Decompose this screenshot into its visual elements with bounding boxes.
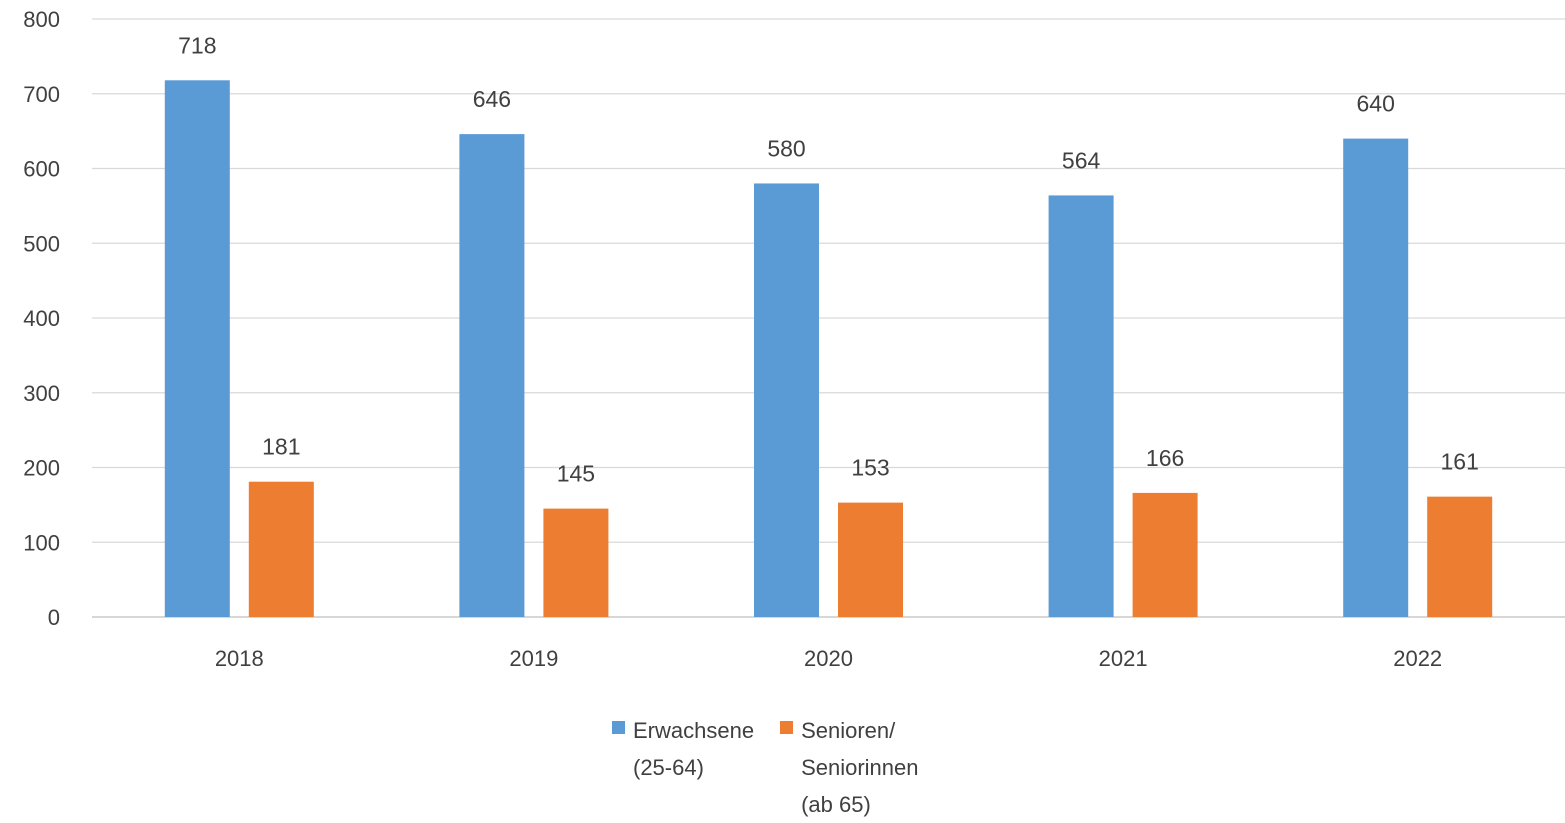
bar-2020-series-1 (838, 502, 903, 617)
x-tick-label-2019: 2019 (509, 646, 558, 671)
data-label-2018-series-1: 181 (262, 434, 300, 460)
x-axis-tick-labels: 2018 2019 2020 2021 2022 (215, 646, 1442, 671)
bar-2021-series-0 (1048, 195, 1114, 617)
bar-2019-series-0 (459, 134, 525, 618)
bar-2022-series-0 (1343, 138, 1409, 617)
data-label-2022-series-1: 161 (1441, 449, 1479, 475)
bar-2022-series-1 (1427, 496, 1493, 617)
bar-chart: 0 100 200 300 400 500 600 700 800 718 181 646 145 58… (23, 7, 1565, 671)
x-tick-label-2020: 2020 (804, 646, 853, 671)
y-tick-label-300: 300 (23, 381, 60, 406)
legend-swatch-erwachsene (612, 721, 625, 734)
legend-item-senioren: Senioren/ Seniorinnen (ab 65) (780, 712, 919, 823)
legend-label-senioren: Senioren/ Seniorinnen (ab 65) (801, 718, 919, 817)
bar-2021-series-1 (1132, 492, 1198, 617)
data-label-2022-series-0: 640 (1357, 91, 1395, 117)
bars (164, 80, 1493, 618)
y-tick-label-500: 500 (23, 231, 60, 256)
y-tick-label-600: 600 (23, 157, 60, 182)
y-axis-tick-labels: 0 100 200 300 400 500 600 700 800 (23, 7, 60, 630)
data-label-2019-series-0: 646 (473, 86, 511, 112)
data-label-2021-series-1: 166 (1146, 445, 1184, 471)
x-tick-label-2021: 2021 (1099, 646, 1148, 671)
y-tick-label-200: 200 (23, 456, 60, 481)
bar-2018-series-0 (164, 80, 230, 618)
x-tick-label-2022: 2022 (1393, 646, 1442, 671)
y-tick-label-400: 400 (23, 306, 60, 331)
legend-swatch-senioren (780, 721, 794, 734)
legend-label-erwachsene: Erwachsene (25-64) (633, 718, 755, 780)
data-label-2020-series-1: 153 (851, 455, 889, 481)
bar-2018-series-1 (248, 481, 314, 617)
y-tick-label-100: 100 (23, 530, 60, 555)
legend-item-erwachsene: Erwachsene (25-64) (612, 712, 754, 823)
y-tick-label-700: 700 (23, 82, 60, 107)
data-label-2021-series-0: 564 (1062, 147, 1101, 173)
data-label-2018-series-0: 718 (178, 32, 216, 58)
y-tick-label-0: 0 (48, 605, 60, 630)
x-tick-label-2018: 2018 (215, 646, 264, 671)
y-tick-label-800: 800 (23, 7, 60, 32)
data-label-2019-series-1: 145 (557, 461, 595, 487)
gridlines (92, 18, 1565, 618)
data-label-2020-series-0: 580 (767, 135, 805, 161)
legend: Erwachsene (25-64) Senioren/ Seniorinnen… (612, 712, 919, 823)
data-labels: 718 181 646 145 580 153 564 166 640 161 (178, 32, 1479, 486)
bar-2019-series-1 (543, 508, 609, 617)
bar-2020-series-0 (754, 183, 819, 617)
